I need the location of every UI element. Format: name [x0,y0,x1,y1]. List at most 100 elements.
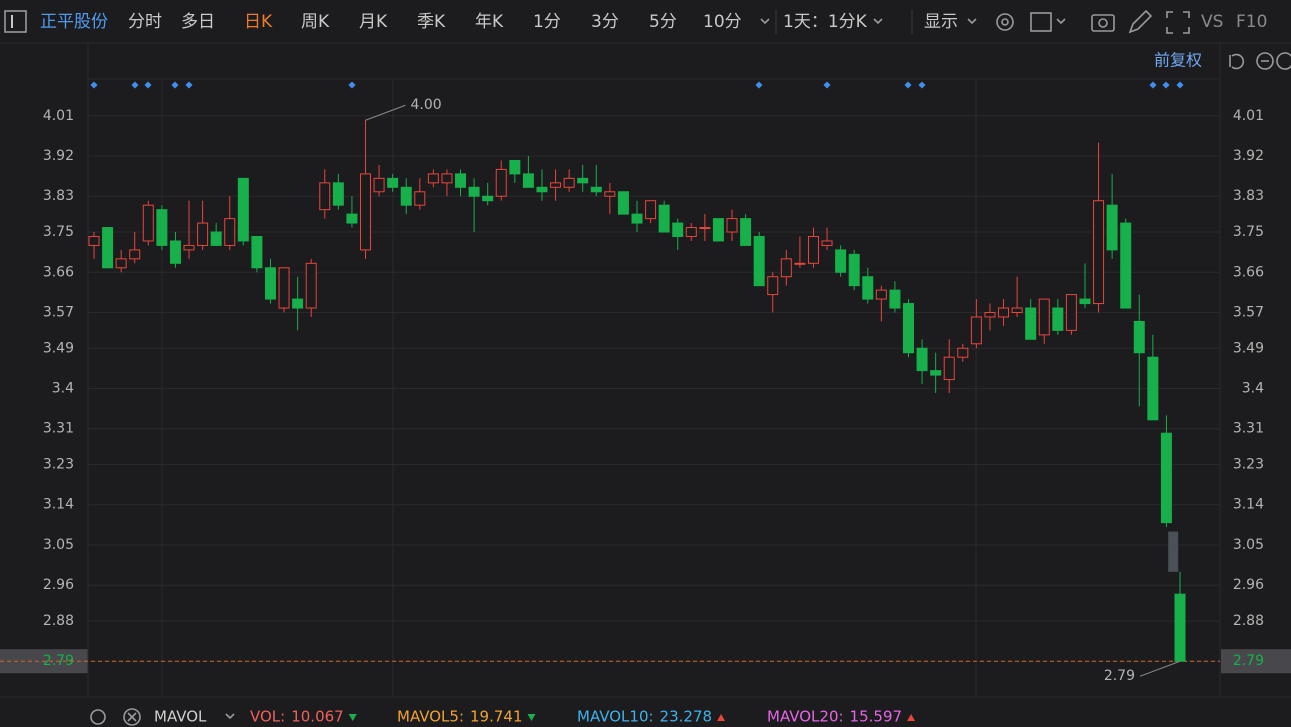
y-tick-label: 3.05 [43,537,74,553]
period-tab[interactable]: 月K [359,12,388,32]
y2-tick-label: 3.75 [1233,224,1264,240]
candle-body [251,235,263,269]
candle-body [183,244,195,251]
sidebar-icon[interactable] [4,10,27,33]
candle-body [604,191,616,197]
candle-body [957,347,969,358]
y-tick-label: 3.14 [43,497,74,513]
candle-body [1065,294,1077,331]
y-tick-label: 3.4 [52,381,74,397]
candle-body [685,227,697,237]
settings-icon[interactable] [996,13,1014,31]
fullscreen-icon[interactable] [1166,11,1190,34]
candle-body [617,191,629,215]
draw-icon[interactable] [1128,9,1153,34]
candle-body [821,240,833,246]
stock-name[interactable]: 正平股份 [40,12,108,32]
candle-body [1133,320,1145,354]
y2-tick-label: 2.79 [1233,653,1264,669]
candle-body [278,267,290,309]
chevron[interactable] [760,18,770,25]
candle-body [210,231,222,246]
period-tab[interactable]: 5分 [649,12,677,32]
plot: 4.00 2.79 [0,97,1220,684]
candle-body [862,276,874,300]
candle-body [441,173,453,184]
period-select[interactable]: 1天：1分K [783,12,868,32]
y2-tick-label: 3.49 [1233,340,1264,356]
event-marker [171,81,179,89]
chevron[interactable] [1056,18,1066,25]
candle-body [563,177,575,188]
period-tab[interactable]: 季K [417,12,446,32]
period-tab[interactable]: 分时 [128,12,162,32]
layout-icon[interactable] [1030,12,1052,32]
indicator-label: VOL: [250,708,285,726]
y-tick-label: 2.88 [43,613,74,629]
candle-body [332,182,344,206]
chevron[interactable] [225,713,235,720]
candle-body [1093,200,1105,305]
candle-body [807,235,819,264]
candle-body [1106,204,1118,251]
indicator-label: MAVOL20: [767,708,844,726]
gap-box [1168,531,1179,572]
candle-body [156,209,168,246]
candle-body [88,235,100,246]
event-marker [823,81,831,89]
candle-body [943,356,955,381]
annotation-leader [1139,660,1181,677]
candle-body [1052,307,1064,331]
price-highlight [1221,649,1291,674]
indicator-close[interactable] [123,708,141,726]
display-menu[interactable]: 显示 [924,12,958,32]
candle-body [712,218,724,242]
candle-body [780,258,792,278]
chevron[interactable] [873,18,883,25]
period-tab[interactable]: 10分 [703,12,742,32]
vs-button[interactable]: VS [1201,12,1223,32]
period-tab[interactable]: 1分 [533,12,561,32]
candle-body [998,307,1010,318]
period-tab[interactable]: 3分 [591,12,619,32]
candle-body [292,298,304,309]
candle-body [740,218,752,246]
y-tick-label: 3.49 [43,340,74,356]
zoom-out-icon[interactable] [1256,52,1274,70]
candle-body [753,235,765,287]
indicator-name[interactable]: MAVOL [154,708,207,726]
candle-body [930,370,942,376]
indicator-values: VOL: 10.067 MAVOL5: 19.741 MAVOL10: 23.278 MAV… [250,708,916,726]
candle-body [509,159,521,175]
candle-body [264,267,276,300]
indicator-settings[interactable] [90,709,106,725]
indicator-value: 19.741 [470,708,523,726]
y2-tick-label: 2.88 [1233,613,1264,629]
candle-body [319,182,331,211]
adjust-button[interactable]: 前复权 [1154,51,1202,70]
y2-tick-label: 3.31 [1233,421,1264,437]
candle-body [427,173,439,184]
camera-icon[interactable] [1091,14,1115,32]
candle-body [414,191,426,206]
period-tab[interactable]: 多日 [181,12,215,32]
indicator-value: 10.067 [291,708,344,726]
event-marker [904,81,912,89]
candle-body [129,249,141,260]
y2-tick-label: 3.4 [1242,381,1264,397]
f10-button[interactable]: F10 [1236,12,1267,32]
candle-body [835,249,847,273]
reset-icon[interactable] [1229,53,1245,70]
zoom-in-icon[interactable] [1276,52,1291,70]
period-tab[interactable]: 周K [301,12,330,32]
candle-body [142,204,154,242]
chevron[interactable] [967,18,977,25]
event-marker [131,81,139,89]
candle-body [903,303,914,354]
candle-body [726,218,738,233]
y2-tick-label: 3.92 [1233,148,1264,164]
annotation-leader [365,104,406,121]
period-tab[interactable]: 年K [475,12,504,32]
period-tab[interactable]: 日K [244,12,273,32]
